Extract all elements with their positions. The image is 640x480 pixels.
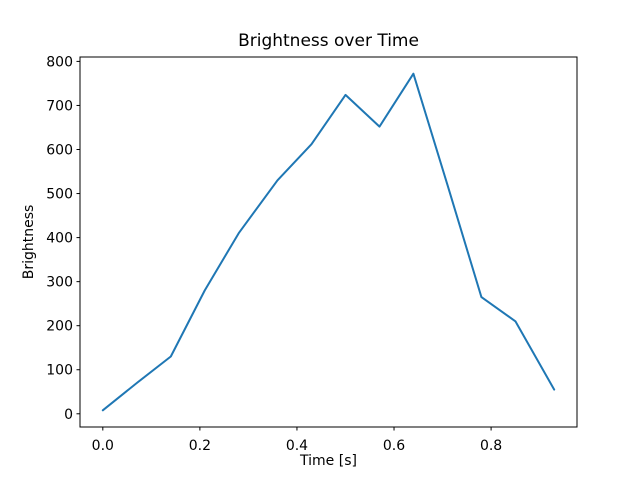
y-tick-label: 200	[46, 319, 73, 335]
y-tick-label: 600	[46, 143, 73, 159]
y-tick-label: 700	[46, 98, 73, 114]
axes-frame	[79, 56, 578, 428]
x-tick-label: 0.6	[383, 438, 405, 454]
y-tick-label: 0	[64, 407, 73, 423]
chart-title: Brightness over Time	[238, 31, 419, 51]
y-tick-label: 300	[46, 275, 73, 291]
x-axis-label: Time [s]	[299, 453, 357, 469]
x-tick-label: 0.2	[189, 438, 211, 454]
brightness-line-series	[101, 72, 556, 412]
y-tick-label: 100	[46, 363, 73, 379]
y-axis-label: Brightness	[21, 205, 37, 280]
x-axis-ticks: 0.0 0.2 0.4 0.6 0.8	[92, 427, 502, 454]
y-tick-label: 800	[46, 54, 73, 70]
data-series	[101, 72, 556, 412]
plot-area	[80, 57, 577, 427]
y-axis-ticks: 0 100 200 300 400 500 600 700 800	[46, 54, 80, 423]
y-tick-label: 400	[46, 231, 73, 247]
x-tick-label: 0.8	[480, 438, 502, 454]
y-tick-label: 500	[46, 187, 73, 203]
x-tick-label: 0.0	[92, 438, 114, 454]
x-tick-label: 0.4	[286, 438, 308, 454]
